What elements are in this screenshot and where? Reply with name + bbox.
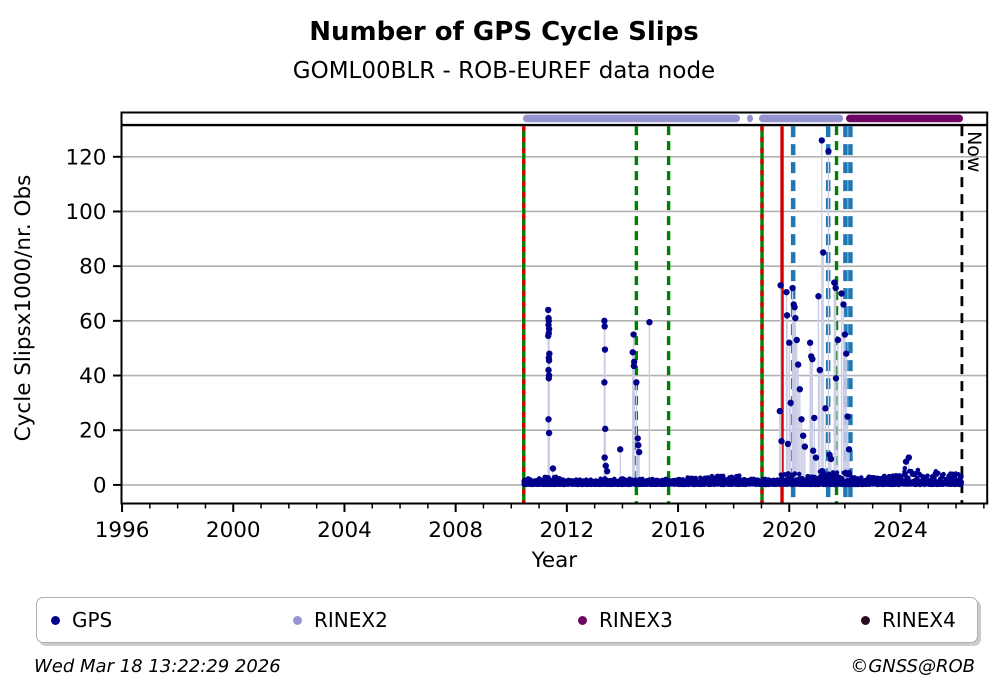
svg-text:2024: 2024: [873, 518, 928, 543]
legend-item-gps: GPS: [51, 598, 112, 642]
gps-marker-icon: [51, 615, 60, 625]
svg-text:2016: 2016: [651, 518, 706, 543]
legend-item-rinex3: RINEX3: [578, 598, 673, 642]
svg-text:Now: Now: [963, 131, 985, 172]
timestamp: Wed Mar 18 13:22:29 2026: [34, 656, 281, 677]
svg-text:2000: 2000: [206, 518, 261, 543]
legend-label: GPS: [72, 608, 113, 632]
legend-label: RINEX3: [599, 608, 673, 632]
legend-item-rinex2: RINEX2: [293, 598, 388, 642]
rinex3-marker-icon: [578, 615, 587, 625]
rinex4-marker-icon: [861, 615, 870, 625]
svg-text:2012: 2012: [540, 518, 595, 543]
page-subtitle: GOML00BLR - ROB-EUREF data node: [292, 58, 716, 84]
svg-text:60: 60: [79, 309, 106, 334]
svg-text:40: 40: [79, 364, 106, 389]
svg-text:2008: 2008: [428, 518, 483, 543]
rinex2-marker-icon: [293, 615, 302, 625]
copyright: ©GNSS@ROB: [850, 656, 975, 677]
svg-text:2020: 2020: [762, 518, 817, 543]
svg-text:100: 100: [65, 200, 106, 225]
legend-item-rinex4: RINEX4: [861, 598, 956, 642]
legend: GPS RINEX2 RINEX3 RINEX4: [36, 597, 978, 643]
svg-text:Cycle Slipsx1000/nr. Obs: Cycle Slipsx1000/nr. Obs: [11, 175, 36, 442]
svg-text:20: 20: [79, 419, 106, 444]
svg-text:2004: 2004: [317, 518, 372, 543]
legend-label: RINEX2: [314, 608, 388, 632]
svg-text:80: 80: [79, 255, 106, 280]
svg-text:1996: 1996: [95, 518, 150, 543]
legend-label: RINEX4: [882, 608, 956, 632]
svg-text:0: 0: [93, 473, 107, 498]
page-title: Number of GPS Cycle Slips: [309, 17, 699, 47]
cycle-slips-chart: Now 1996 2000 2004 2008 2012 2016 2020 2024 0 20 40…: [11, 111, 989, 573]
svg-text:120: 120: [65, 145, 106, 170]
svg-text:Year: Year: [531, 548, 578, 573]
